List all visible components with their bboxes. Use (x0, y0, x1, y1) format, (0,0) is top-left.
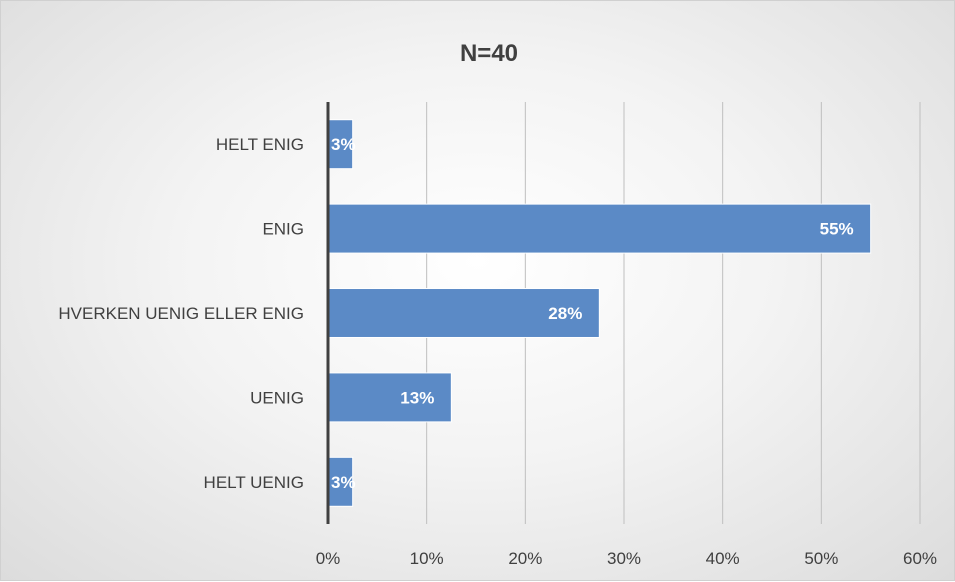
data-label-3: 28% (548, 304, 582, 323)
x-tick-label-50: 50% (804, 549, 838, 568)
category-label-4: UENIG (250, 388, 304, 407)
category-label-2: ENIG (262, 220, 304, 239)
x-tick-label-60: 60% (903, 549, 937, 568)
x-tick-label-20: 20% (508, 549, 542, 568)
data-label-1: 3% (331, 135, 356, 154)
bar-1 (327, 119, 354, 170)
gridlines (426, 102, 921, 524)
data-label-4: 13% (400, 388, 434, 407)
x-tick-labels: 0% 10% 20% 30% 40% 50% 60% (316, 549, 937, 568)
bars (327, 119, 872, 507)
x-tick-label-0: 0% (316, 549, 341, 568)
bar-2 (327, 203, 872, 254)
x-tick-label-30: 30% (607, 549, 641, 568)
x-tick-label-40: 40% (706, 549, 740, 568)
data-label-2: 55% (820, 220, 854, 239)
category-label-5: HELT UENIG (204, 473, 304, 492)
category-label-1: HELT ENIG (216, 135, 304, 154)
data-label-5: 3% (331, 473, 356, 492)
bar-5 (327, 456, 354, 507)
category-label-3: HVERKEN UENIG ELLER ENIG (58, 304, 304, 323)
bar-4 (327, 372, 452, 423)
category-labels: HELT ENIG ENIG HVERKEN UENIG ELLER ENIG UEN… (58, 135, 304, 492)
x-tick-label-10: 10% (410, 549, 444, 568)
chart-title: N=40 (460, 40, 518, 67)
data-labels: 3% 55% 28% 13% 3% (331, 135, 854, 492)
